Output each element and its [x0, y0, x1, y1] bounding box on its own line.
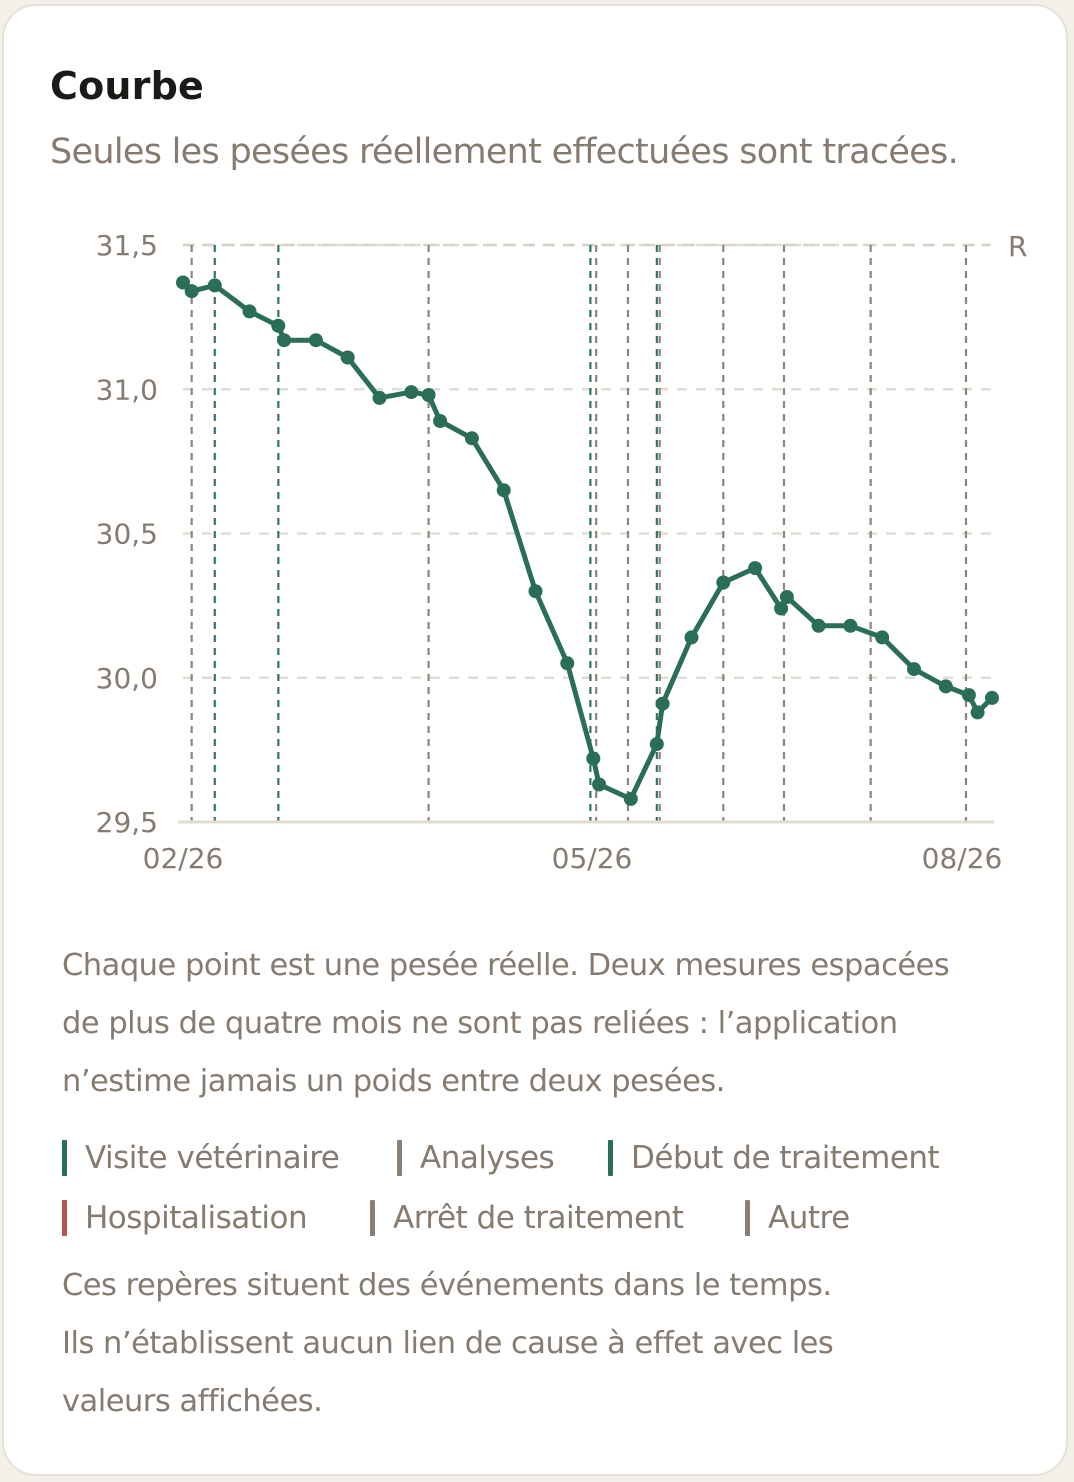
weight-series [176, 275, 999, 806]
explanation-line: de plus de quatre mois ne sont pas relié… [62, 1006, 898, 1041]
weight-point [961, 688, 976, 703]
weight-point [811, 618, 826, 633]
weight-point [623, 791, 638, 806]
legend-item-analyses: Analyses [397, 1138, 555, 1178]
legend-swatch [62, 1200, 67, 1236]
y-tick-label: 30,5 [96, 518, 158, 551]
weight-point [277, 333, 292, 348]
chart-grid [183, 243, 992, 679]
weight-point [176, 275, 190, 290]
weight-point [938, 679, 953, 694]
x-tick-label: 08/26 [922, 842, 1003, 875]
legend-swatch [370, 1200, 375, 1236]
weight-point [433, 414, 448, 428]
weight-point [464, 431, 479, 446]
card-subtitle: Seules les pesées réellement effectuées … [50, 132, 959, 172]
legend-item-autre: Autre [745, 1198, 850, 1238]
legend-label: Autre [768, 1200, 850, 1236]
weight-chart: 29,5 30,0 30,5 31,0 31,5 R 02/26 05/26 08/26 [96, 229, 1028, 875]
weight-curve-card [2, 4, 1068, 1476]
weight-point [308, 333, 323, 348]
weight-point [875, 630, 890, 645]
weight-point [843, 618, 858, 633]
legend-item-hospitalisation: Hospitalisation [62, 1198, 308, 1238]
legend-label: Début de traitement [631, 1140, 940, 1176]
weight-point [404, 385, 419, 400]
weight-point [748, 561, 763, 576]
event-markers [190, 245, 968, 822]
weight-line [180, 280, 995, 802]
weight-point [684, 630, 699, 645]
disclaimer-line: valeurs affichées. [62, 1384, 323, 1419]
legend-swatch [397, 1140, 402, 1176]
explanation-line: n’estime jamais un poids entre deux pesé… [62, 1064, 725, 1099]
y-tick-label: 31,0 [96, 373, 158, 406]
legend-label: Arrêt de traitement [393, 1200, 684, 1236]
weight-point [716, 575, 731, 590]
weight-point [184, 284, 199, 299]
weight-point [586, 751, 601, 766]
disclaimer-line: Ces repères situent des événements dans … [62, 1268, 832, 1303]
legend-swatch [745, 1200, 750, 1236]
reference-line-label: R [1008, 230, 1027, 263]
weight-point [421, 388, 436, 402]
weight-point [496, 483, 511, 498]
x-tick-label: 02/26 [143, 842, 224, 875]
weight-point [242, 304, 257, 319]
weight-point [779, 590, 794, 604]
legend-label: Hospitalisation [85, 1200, 308, 1236]
weight-point [528, 584, 543, 599]
weight-point [970, 705, 985, 720]
weight-point [207, 278, 222, 293]
legend-swatch [62, 1140, 67, 1176]
weight-point [907, 662, 921, 677]
legend-item-arret-traitement: Arrêt de traitement [370, 1198, 684, 1238]
y-tick-label: 30,0 [96, 662, 158, 695]
explanation-text: Chaque point est une pesée réelle. Deux … [62, 937, 1022, 1111]
legend-label: Visite vétérinaire [85, 1140, 340, 1176]
card-title: Courbe [50, 64, 204, 108]
weight-point [655, 696, 670, 711]
weight-point [592, 777, 607, 792]
weight-point [649, 737, 664, 752]
weight-point [340, 350, 355, 365]
x-tick-label: 05/26 [552, 842, 633, 875]
legend-swatch [608, 1140, 613, 1176]
disclaimer-text: Ces repères situent des événements dans … [62, 1257, 1022, 1431]
weight-point [774, 601, 789, 616]
chart-axes: 29,5 30,0 30,5 31,0 31,5 R 02/26 05/26 08/26 [96, 229, 1028, 875]
weight-point [372, 390, 387, 405]
explanation-line: Chaque point est une pesée réelle. Deux … [62, 948, 950, 983]
weight-point [560, 656, 575, 671]
weight-point [985, 690, 999, 705]
y-tick-label: 29,5 [96, 806, 158, 839]
weight-point [271, 318, 286, 333]
legend-label: Analyses [420, 1140, 555, 1176]
disclaimer-line: Ils n’établissent aucun lien de cause à … [62, 1326, 834, 1361]
legend-item-debut-traitement: Début de traitement [608, 1138, 940, 1178]
y-tick-label: 31,5 [96, 229, 158, 262]
legend-item-visite: Visite vétérinaire [62, 1138, 340, 1178]
